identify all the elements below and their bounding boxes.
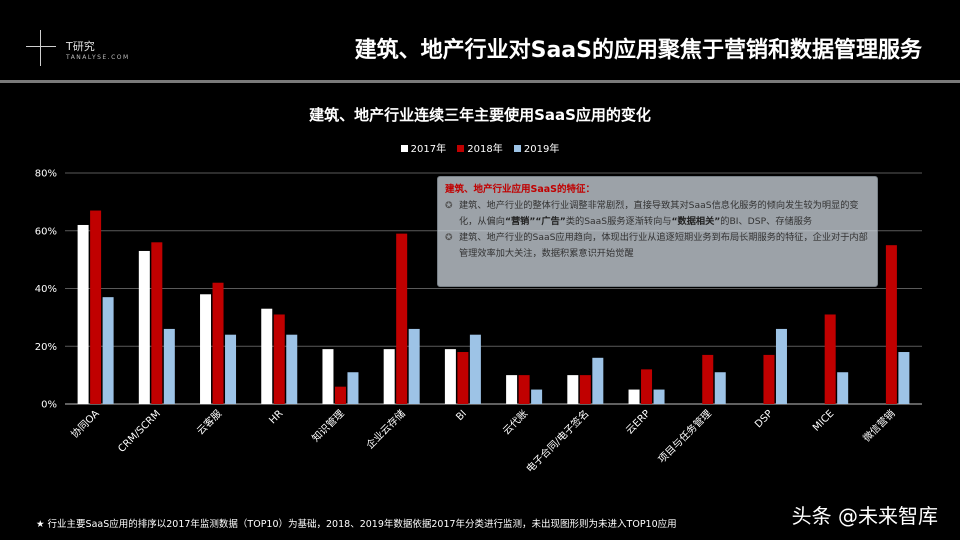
x-tick-label: 知识管理 — [309, 407, 346, 444]
x-tick-label: 微信营销 — [860, 407, 897, 444]
bullet-1-text-c: 的BI、DSP、存储服务 — [720, 216, 813, 227]
bar-2019年-BI — [469, 334, 481, 404]
bar-2018年-项目与任务管理 — [702, 354, 714, 404]
legend-swatch-2018 — [457, 145, 465, 152]
x-tick-label: BI — [454, 408, 469, 423]
x-tick-label: 项目与任务管理 — [655, 407, 714, 466]
legend-label-2019: 2019年 — [523, 144, 560, 155]
x-tick-label: 云ERP — [624, 408, 652, 436]
bar-2018年-知识管理 — [334, 386, 346, 404]
logo-mark-vertical — [40, 30, 41, 66]
bar-2017年-HR — [261, 308, 273, 404]
watermark: 头条 @未来智库 — [791, 504, 938, 528]
bar-2019年-电子合同/电子签名 — [592, 357, 604, 404]
bar-2018年-云代账 — [518, 375, 530, 404]
insight-bullet-1: ✪ 建筑、地产行业的整体行业调整非常剧烈，直接导致其对SaaS信息化服务的倾向发生… — [445, 198, 871, 230]
legend-item-2019: 2019年 — [513, 140, 560, 155]
bar-2017年-BI — [444, 349, 456, 404]
y-tick-label: 0% — [41, 400, 57, 411]
y-tick-label: 20% — [35, 342, 57, 353]
bar-2018年-HR — [273, 314, 285, 404]
legend-label-2018: 2018年 — [467, 144, 503, 155]
legend-item-2018: 2018年 — [457, 140, 503, 155]
bar-2019年-云代账 — [531, 389, 543, 404]
title-divider — [0, 80, 960, 83]
bar-2017年-云代账 — [506, 375, 518, 404]
bullet-2-text: 建筑、地产行业的SaaS应用趋向，体现出行业从追逐短期业务到布局长期服务的特征，… — [459, 232, 868, 259]
bar-2018年-MICE — [824, 314, 836, 404]
insight-heading: 建筑、地产行业应用SaaS的特征： — [445, 184, 596, 195]
bullet-1-text-a: 建筑、地产行业的整体行业调整非常剧烈，直接导致其对SaaS信息化服务的倾向发生较… — [459, 200, 859, 227]
bar-2018年-云ERP — [641, 369, 653, 404]
legend-swatch-2019 — [513, 145, 521, 152]
bullet-1-text-b: 类的SaaS服务逐渐转向与 — [565, 216, 672, 227]
bar-2019年-DSP — [775, 328, 787, 404]
legend-label-2017: 2017年 — [410, 144, 447, 155]
bar-2018年-DSP — [763, 354, 775, 404]
bar-2019年-云ERP — [653, 389, 665, 404]
x-tick-label: HR — [267, 408, 285, 426]
bar-2017年-电子合同/电子签名 — [567, 375, 579, 404]
bar-2018年-电子合同/电子签名 — [579, 375, 591, 404]
legend-item-2017: 2017年 — [400, 140, 447, 155]
logo-mark-horizontal — [26, 46, 56, 47]
bar-2019年-微信营销 — [898, 352, 910, 404]
y-tick-label: 80% — [35, 169, 57, 180]
bar-2017年-云客服 — [200, 294, 212, 404]
brand-logo: T研究 TANALYSE.COM — [22, 30, 142, 70]
chart-title: 建筑、地产行业连续三年主要使用SaaS应用的变化 — [309, 106, 651, 124]
bar-2019年-MICE — [837, 372, 849, 404]
bar-chart: 0% 20% 40% 60% 80% 协同OA CRM/SCRM 云客服 HR 知识管理 企业云存储… — [35, 169, 922, 475]
bar-2017年-云ERP — [628, 389, 640, 404]
bar-2019年-HR — [286, 334, 298, 404]
bar-2017年-知识管理 — [322, 349, 334, 404]
bar-2018年-企业云存储 — [396, 233, 408, 404]
bar-2019年-项目与任务管理 — [714, 372, 726, 404]
x-tick-label: 云代账 — [501, 408, 531, 438]
y-tick-label: 40% — [35, 284, 57, 295]
y-tick-label: 60% — [35, 226, 57, 237]
bullet-1-emphasis-data: “数据相关” — [671, 216, 721, 227]
insight-bullet-2: ✪ 建筑、地产行业的SaaS应用趋向，体现出行业从追逐短期业务到布局长期服务的特征… — [445, 230, 871, 262]
x-tick-label: MICE — [811, 408, 836, 433]
bullet-1-emphasis-marketing: “营销” — [504, 216, 536, 227]
brand-name: T研究 — [66, 40, 95, 53]
footnote: ★ 行业主要SaaS应用的排序以2017年监测数据（TOP10）为基础，2018… — [36, 519, 677, 530]
x-tick-label: 协同OA — [68, 407, 102, 441]
bar-2019年-企业云存储 — [408, 328, 420, 404]
bar-2019年-协同OA — [102, 297, 114, 404]
bullet-icon: ✪ — [445, 233, 453, 243]
bullet-icon: ✪ — [445, 201, 453, 211]
bar-2019年-云客服 — [225, 334, 237, 404]
x-tick-label: 企业云存储 — [363, 407, 408, 452]
x-tick-label: 云客服 — [194, 407, 224, 437]
legend-swatch-2017 — [400, 145, 408, 152]
bar-2018年-微信营销 — [885, 245, 897, 404]
bar-2019年-知识管理 — [347, 372, 359, 404]
bar-2018年-BI — [457, 352, 469, 404]
x-tick-label: 电子合同/电子签名 — [523, 407, 591, 475]
page-title: 建筑、地产行业对SaaS的应用聚焦于营销和数据管理服务 — [354, 38, 922, 63]
bar-2017年-企业云存储 — [383, 349, 395, 404]
chart-legend: 2017年 2018年 2019年 — [0, 140, 960, 155]
bar-2018年-协同OA — [90, 210, 102, 404]
bullet-1-emphasis-ads: “广告” — [535, 216, 566, 227]
bar-2018年-云客服 — [212, 282, 224, 404]
insight-box — [437, 176, 878, 287]
x-tick-label: DSP — [753, 408, 775, 430]
insight-content: 建筑、地产行业应用SaaS的特征： ✪ 建筑、地产行业的整体行业调整非常剧烈，直接… — [445, 182, 871, 262]
bar-2018年-CRM/SCRM — [151, 242, 163, 404]
x-tick-label: CRM/SCRM — [116, 408, 163, 455]
bar-2019年-CRM/SCRM — [163, 328, 175, 404]
brand-site: TANALYSE.COM — [66, 54, 130, 61]
bar-2017年-协同OA — [77, 224, 89, 404]
bar-2017年-CRM/SCRM — [138, 250, 150, 404]
